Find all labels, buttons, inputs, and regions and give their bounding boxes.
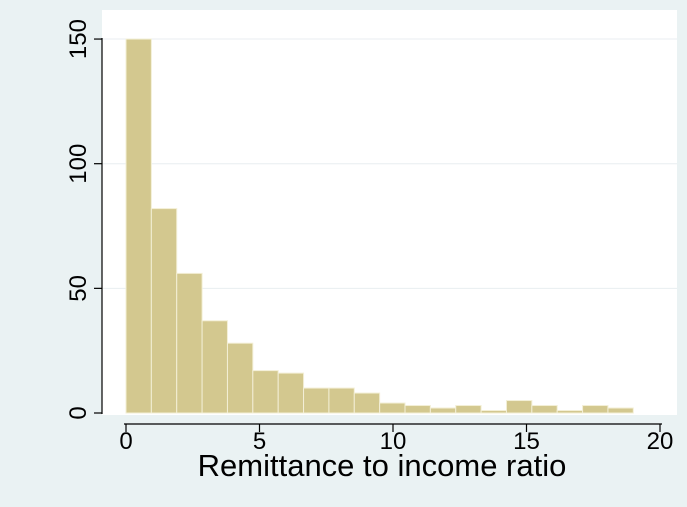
- x-tick-label: 15: [513, 428, 540, 455]
- histogram-bar: [277, 372, 305, 414]
- histogram-bar: [556, 410, 584, 414]
- histogram-bar: [150, 208, 178, 414]
- histogram-bar: [353, 392, 381, 414]
- histogram-bar: [480, 410, 507, 414]
- x-tick-label: 20: [647, 428, 674, 455]
- x-tick-label: 5: [253, 428, 266, 455]
- y-tick-label: 0: [65, 406, 92, 419]
- histogram-bar: [607, 407, 634, 414]
- y-tick-label: 50: [65, 275, 92, 302]
- histogram-bar: [455, 405, 482, 414]
- y-tick-label: 100: [65, 144, 92, 184]
- histogram-bar: [303, 387, 330, 414]
- histogram-bar: [125, 38, 152, 414]
- histogram-bar: [252, 370, 279, 414]
- x-tick-label: 10: [380, 428, 407, 455]
- x-tick-label: 0: [119, 428, 132, 455]
- histogram-bar: [201, 320, 228, 414]
- x-axis-title: Remittance to income ratio: [198, 448, 567, 483]
- histogram-bar: [379, 402, 406, 414]
- y-tick-label: 150: [65, 19, 92, 59]
- histogram-bar: [429, 407, 457, 414]
- histogram-bar: [404, 405, 431, 414]
- ticks: 0 50 100 150 0 5 10 15 20: [65, 19, 673, 455]
- bars: [125, 38, 634, 414]
- histogram-bar: [505, 400, 533, 414]
- histogram-bar: [176, 272, 203, 414]
- histogram-bar: [582, 405, 609, 414]
- histogram-bar: [328, 387, 355, 414]
- histogram-bar: [226, 342, 254, 414]
- histogram-bar: [531, 405, 558, 414]
